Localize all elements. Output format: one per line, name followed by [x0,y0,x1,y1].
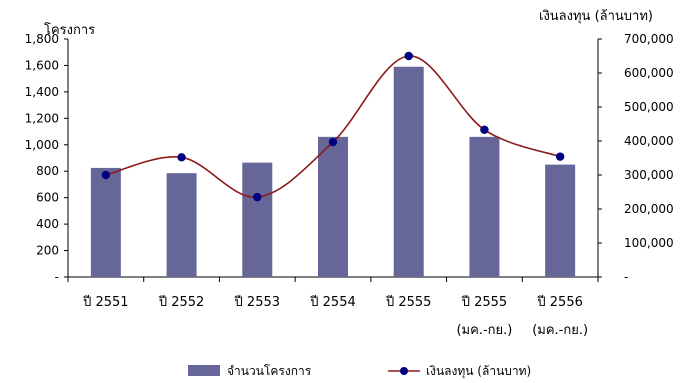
y-left-tick-label: 1,400 [25,85,59,99]
legend-line-marker [400,367,408,375]
bar-series [90,66,576,278]
legend-bar-label: จำนวนโครงการ [227,364,312,378]
x-category-label: ปี 2555 [461,294,507,310]
line-series [101,51,565,202]
line-point [404,51,413,61]
legend-line-label: เงินลงทุน (ล้านบาท) [426,364,531,379]
bar [318,136,348,277]
y-right-tick-label: 300,000 [624,168,674,182]
line-point [555,152,565,161]
x-category-label: (มค.-กย.) [456,323,512,338]
y-right-tick-label: 400,000 [624,134,674,148]
x-category-label: ปี 2552 [158,294,204,310]
y-left-tick-label: - [55,270,59,284]
y-left-tick-label: 1,800 [25,32,59,46]
line-point [253,192,262,202]
bar [469,136,500,277]
bar [545,164,576,277]
line-point [328,137,338,147]
y-right-tick-label: 100,000 [624,236,674,250]
line-point [177,153,186,162]
bar [393,66,424,278]
y-left-tick-label: 600 [36,191,59,205]
legend: จำนวนโครงการ เงินลงทุน (ล้านบาท) [188,364,531,379]
line-point [101,170,111,180]
y-right-tick-label: 200,000 [624,202,674,216]
y-left-tick-label: 1,600 [25,58,59,72]
bar [242,162,273,277]
y-left-tick-label: 1,200 [25,111,59,125]
bar [166,173,197,277]
x-category-label: ปี 2551 [82,294,128,310]
x-category-label: (มค.-กย.) [532,323,588,338]
x-category-label: ปี 2553 [234,294,280,310]
line-point [480,125,489,134]
y-left-tick-label: 400 [36,217,59,231]
y-right-tick-label: 500,000 [624,100,674,114]
y-right-tick-label: 700,000 [624,32,674,46]
bar [90,167,121,277]
y-right-tick-label: - [624,270,628,284]
y-axis-left-title: โครงการ [44,22,95,38]
legend-bar-swatch [188,365,220,376]
y-left-tick-label: 200 [36,244,59,258]
x-category-label: ปี 2555 [385,294,431,310]
y-left-tick-label: 1,000 [25,138,59,152]
x-category-label: ปี 2556 [536,294,582,310]
axes: - 200 400 600 800 1,000 1,200 1,400 1,600 1,800 - 1… [25,32,674,338]
x-category-label: ปี 2554 [309,294,355,310]
y-axis-right-title: เงินลงทุน (ล้านบาท) [539,9,653,24]
y-left-tick-label: 800 [36,164,59,178]
y-right-tick-label: 600,000 [624,66,674,80]
